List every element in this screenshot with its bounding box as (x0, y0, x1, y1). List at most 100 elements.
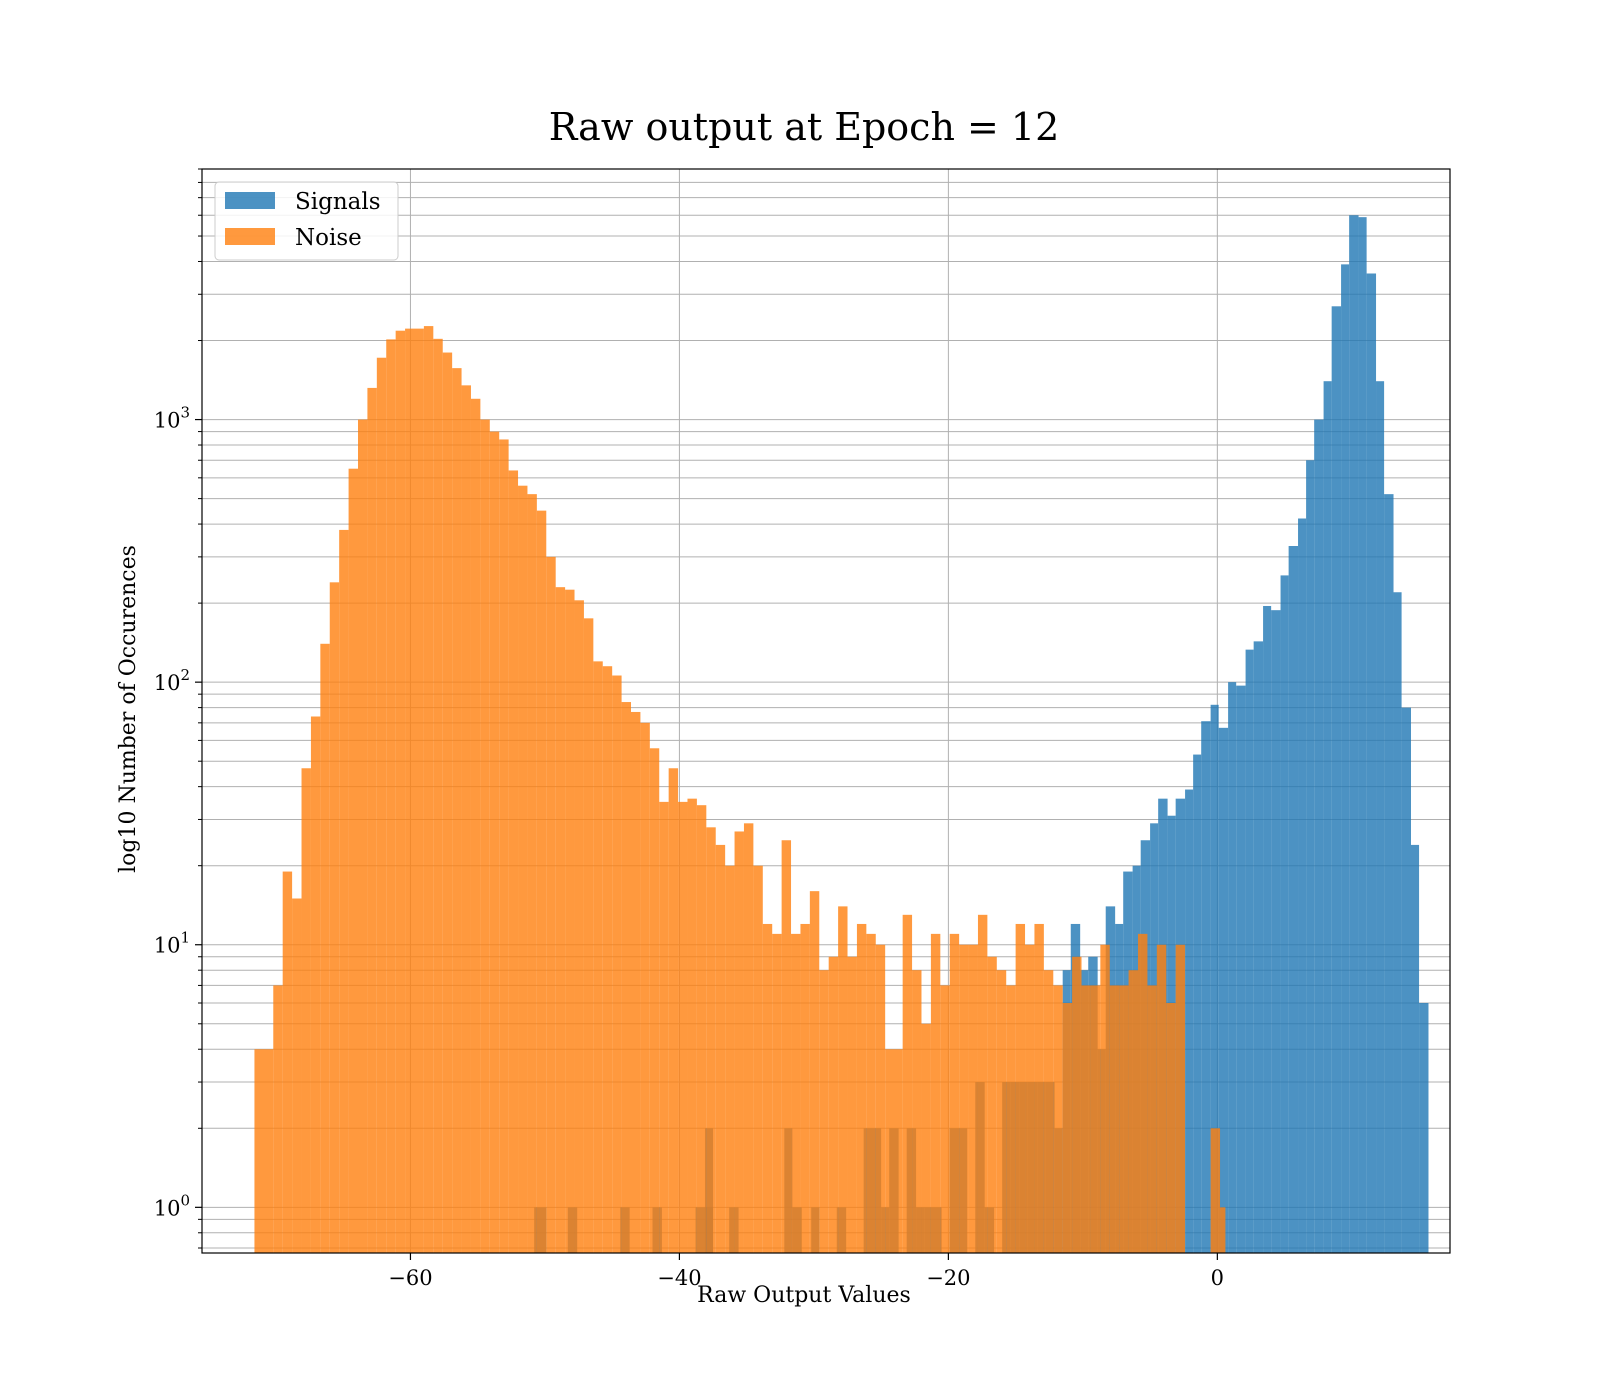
bar-signals (1298, 518, 1307, 1253)
chart-title: Raw output at Epoch = 12 (549, 105, 1060, 149)
bar-signals (1228, 682, 1237, 1253)
bar-noise (696, 805, 707, 1253)
bar-noise (809, 891, 820, 1253)
x-tick-label: −40 (657, 1266, 701, 1290)
bar-signals (1376, 381, 1385, 1254)
bar-noise (310, 716, 321, 1253)
bars-layer (254, 215, 1429, 1254)
bar-noise (987, 956, 997, 1253)
bar-signals (1401, 707, 1411, 1253)
bar-noise (762, 923, 773, 1253)
bar-noise (640, 722, 650, 1253)
bar-noise (329, 582, 340, 1253)
x-tick-label: −20 (926, 1266, 970, 1290)
bar-signals (1288, 546, 1299, 1253)
bar-noise (838, 906, 848, 1253)
bar-signals (1193, 754, 1202, 1253)
bar-noise (687, 798, 697, 1253)
bar-noise (772, 933, 782, 1253)
bar-noise (395, 330, 406, 1254)
x-tick-label: 0 (1211, 1266, 1224, 1290)
bar-noise (612, 675, 622, 1253)
bar-noise (1025, 944, 1035, 1253)
bar-noise (912, 970, 922, 1253)
bar-noise (1006, 985, 1016, 1253)
bar-noise (546, 556, 556, 1253)
bar-noise (367, 387, 377, 1253)
axis-ticks: −60 −40 −20 0 100 101 102 103 (154, 168, 1224, 1290)
bar-noise (583, 618, 594, 1253)
bar-signals (1263, 605, 1272, 1253)
bar-signals (1210, 704, 1219, 1253)
bar-signals (1393, 592, 1402, 1253)
bar-noise (574, 600, 584, 1253)
bar-noise (631, 711, 641, 1253)
bar-noise (902, 914, 913, 1253)
bar-noise (668, 768, 679, 1253)
bar-noise (1128, 970, 1138, 1253)
bar-noise (866, 933, 876, 1253)
bar-noise (433, 338, 443, 1253)
bar-noise (996, 970, 1007, 1253)
bar-noise (480, 419, 490, 1254)
bar-noise (791, 933, 801, 1253)
bar-noise (1043, 970, 1054, 1253)
bar-noise (593, 661, 603, 1253)
bar-noise (339, 529, 349, 1253)
bar-signals (1271, 610, 1281, 1253)
legend-label-noise: Noise (295, 225, 362, 251)
x-tick-label: −60 (388, 1266, 432, 1290)
bar-noise (753, 865, 763, 1253)
plot-frame (201, 168, 1451, 1254)
bar-signals (1366, 273, 1377, 1254)
bar-noise (659, 801, 669, 1253)
bar-noise (715, 844, 726, 1253)
bar-noise (301, 768, 311, 1253)
bar-signals (1280, 575, 1289, 1253)
bar-signals (1306, 460, 1315, 1253)
legend: Signals Noise (214, 181, 399, 261)
bar-noise (386, 339, 396, 1253)
bar-noise (1138, 933, 1148, 1253)
bar-signals (1341, 264, 1350, 1254)
bar-signals (1201, 721, 1211, 1253)
bar-noise (292, 898, 302, 1253)
bar-noise (508, 470, 519, 1253)
bar-noise (921, 1023, 931, 1253)
bar-noise (461, 385, 471, 1254)
bar-noise (819, 970, 829, 1253)
bar-noise (621, 702, 631, 1253)
bar-noise (555, 587, 566, 1253)
bar-noise (959, 944, 969, 1253)
y-tick-label: 103 (154, 404, 190, 433)
bar-noise (282, 871, 293, 1253)
bar-noise (320, 643, 330, 1253)
bar-signals (1384, 494, 1394, 1254)
bar-noise (1062, 1002, 1073, 1253)
bar-noise (470, 398, 481, 1253)
bar-noise (489, 431, 500, 1253)
bar-signals (1411, 844, 1420, 1253)
legend-label-signals: Signals (295, 189, 381, 215)
bar-noise (1072, 956, 1082, 1253)
bar-noise (1147, 985, 1157, 1253)
bar-noise (348, 468, 358, 1253)
bar-noise (678, 801, 688, 1253)
bar-noise (273, 985, 283, 1253)
bar-noise (885, 1049, 903, 1253)
bar-noise (1053, 985, 1063, 1253)
bar-noise (847, 956, 857, 1253)
bar-noise (1210, 1128, 1221, 1253)
bar-noise (1156, 944, 1167, 1253)
y-tick-label: 102 (154, 666, 190, 695)
bar-noise (423, 326, 434, 1253)
bar-noise (254, 1049, 274, 1253)
bar-signals (1419, 1002, 1429, 1253)
y-tick-label: 100 (154, 1191, 190, 1220)
bar-noise (499, 439, 509, 1253)
bar-noise (706, 827, 716, 1253)
bar-noise (781, 840, 792, 1253)
bar-noise (602, 666, 613, 1253)
bar-noise (968, 944, 978, 1253)
